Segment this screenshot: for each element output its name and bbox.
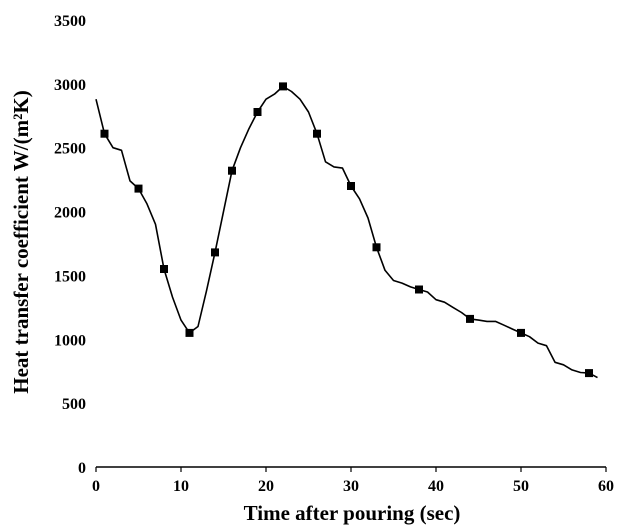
y-tick-label: 1500 [54,268,86,285]
data-point-marker [160,265,168,273]
y-tick-label: 1000 [54,332,86,349]
data-point-marker [372,243,381,252]
data-point-marker [228,166,236,175]
y-axis-ticks: 0 500 1000 1500 2000 2500 3000 3500 [54,13,86,477]
data-point-marker [185,328,194,337]
data-point-marker [134,184,143,193]
x-axis-ticks: 0 10 20 30 40 50 60 [92,467,614,495]
data-point-marker [415,285,423,294]
data-point-marker [517,328,525,337]
x-tick-label: 20 [258,478,274,495]
x-tick-label: 0 [92,478,100,495]
y-tick-label: 3000 [54,77,86,94]
y-tick-label: 2500 [54,141,86,158]
x-axis-title: Time after pouring (sec) [244,501,461,525]
data-point-marker [279,82,287,91]
series-line [95,85,598,379]
data-point-marker [347,182,355,190]
data-point-marker [100,129,109,138]
y-tick-label: 0 [78,460,86,477]
y-axis-title: Heat transfer coefficient W/(m²K) [9,90,33,394]
y-tick-label: 2000 [54,205,86,222]
data-point-marker [211,248,219,257]
x-tick-label: 40 [428,478,444,495]
x-tick-label: 50 [513,478,529,495]
data-point-marker [253,108,262,116]
x-tick-label: 60 [598,478,614,495]
data-point-marker [313,129,321,138]
x-tick-label: 10 [173,478,189,495]
x-tick-label: 30 [343,478,359,495]
y-tick-label: 3500 [54,13,86,30]
data-point-marker [466,314,474,323]
y-tick-label: 500 [62,396,86,413]
series-markers [100,82,593,378]
data-point-marker [585,369,593,378]
